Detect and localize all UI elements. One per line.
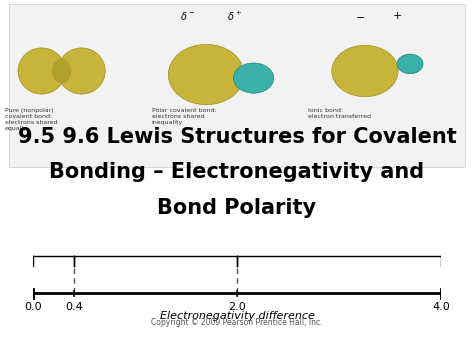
Text: Bonding – Electronegativity and: Bonding – Electronegativity and	[49, 162, 425, 182]
Ellipse shape	[52, 59, 71, 83]
Ellipse shape	[233, 63, 274, 93]
Text: 0.0: 0.0	[24, 302, 42, 312]
FancyBboxPatch shape	[9, 4, 465, 167]
Text: $-$: $-$	[355, 11, 365, 21]
Text: Electronegativity difference: Electronegativity difference	[160, 311, 314, 321]
Text: $\delta^-$: $\delta^-$	[180, 10, 195, 22]
Text: $\delta^+$: $\delta^+$	[227, 10, 242, 22]
Text: $+$: $+$	[392, 11, 402, 21]
Ellipse shape	[168, 44, 244, 105]
Text: 0.4: 0.4	[65, 302, 83, 312]
Text: 4.0: 4.0	[432, 302, 450, 312]
Ellipse shape	[58, 48, 105, 94]
Text: Pure (nonpolar)
covalent bond:
electrons shared
equally: Pure (nonpolar) covalent bond: electrons…	[5, 108, 57, 131]
Ellipse shape	[18, 48, 65, 94]
Text: 9.5 9.6 Lewis Structures for Covalent: 9.5 9.6 Lewis Structures for Covalent	[18, 127, 456, 147]
Text: Copyright © 2009 Pearson Prentice Hall, Inc.: Copyright © 2009 Pearson Prentice Hall, …	[151, 318, 323, 327]
Text: 2.0: 2.0	[228, 302, 246, 312]
Text: Bond Polarity: Bond Polarity	[157, 198, 317, 218]
Text: Polar covalent bond:
electrons shared
inequality: Polar covalent bond: electrons shared in…	[152, 108, 216, 125]
Ellipse shape	[397, 54, 423, 73]
Ellipse shape	[332, 45, 398, 97]
Text: Ionic bond:
electron transferred: Ionic bond: electron transferred	[308, 108, 371, 119]
